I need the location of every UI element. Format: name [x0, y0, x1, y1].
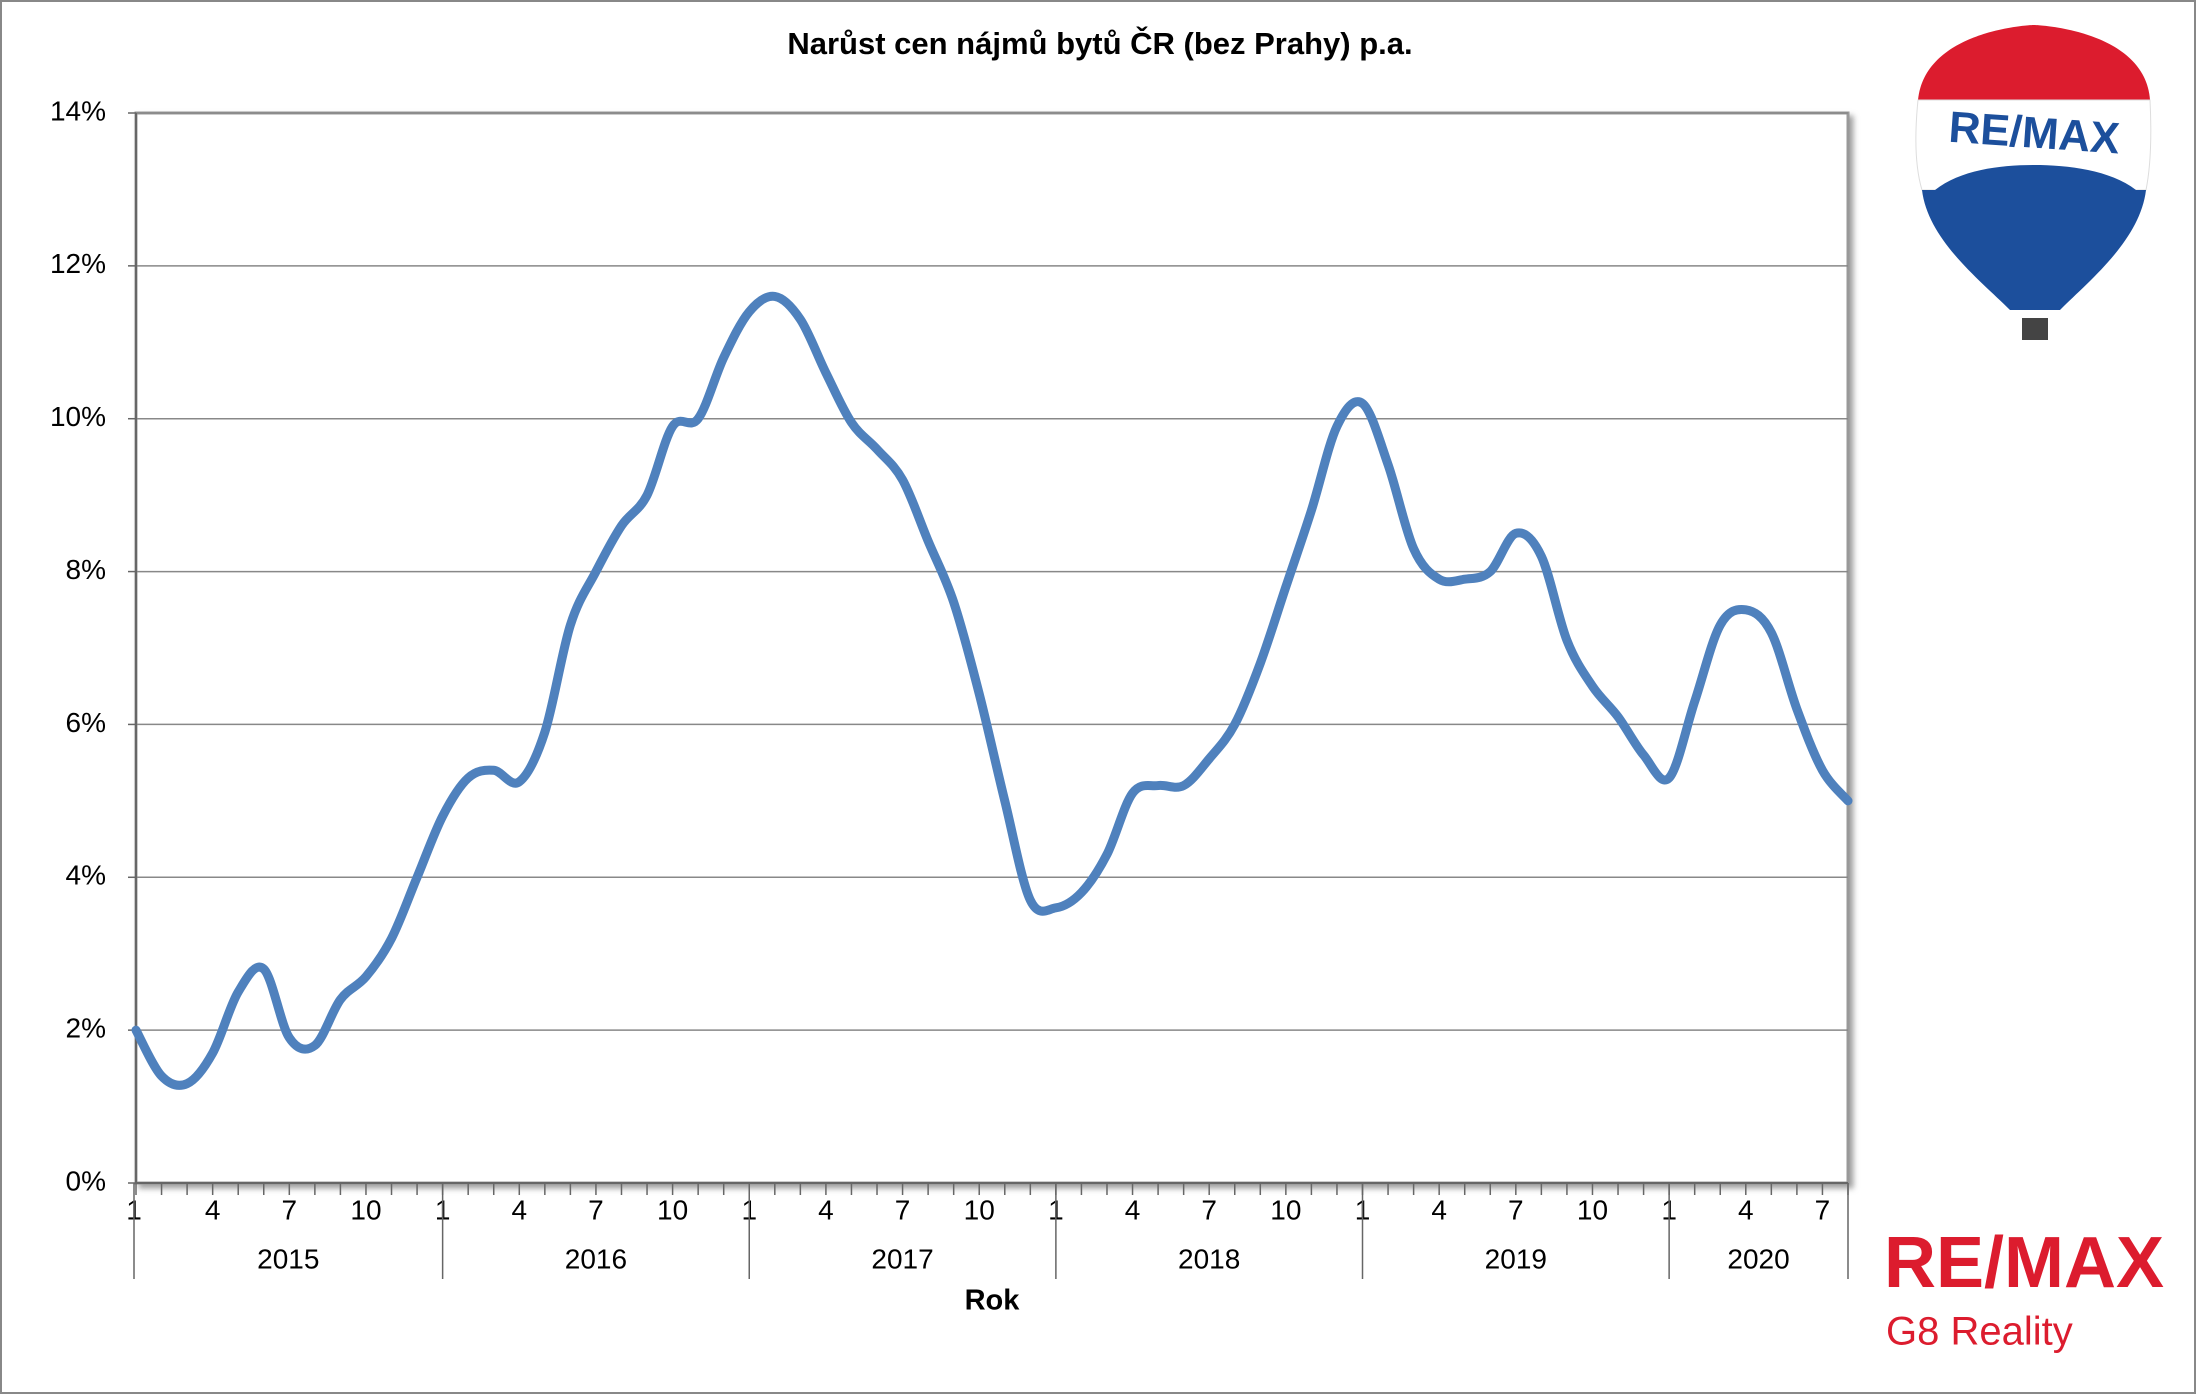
x-tick-label: 4: [205, 1194, 221, 1225]
x-tick-label: 7: [895, 1194, 911, 1225]
x-tick-label: 7: [588, 1194, 604, 1225]
logo-text: RE/MAX: [1884, 1223, 2164, 1303]
x-tick-label: 7: [1508, 1194, 1524, 1225]
y-tick-label: 12%: [50, 248, 106, 279]
data-line: [131, 291, 1853, 1090]
y-tick-label: 0%: [66, 1165, 106, 1196]
x-tick-label: 10: [657, 1194, 688, 1225]
y-tick-label: 10%: [50, 401, 106, 432]
x-tick-label: 4: [511, 1194, 527, 1225]
x-tick-label: 10: [350, 1194, 381, 1225]
x-tick-label: 4: [1738, 1194, 1754, 1225]
x-axis-label: Rok: [965, 1285, 1021, 1317]
y-tick-label: 6%: [66, 707, 106, 738]
y-tick-label: 14%: [50, 95, 106, 126]
y-tick-label: 8%: [66, 554, 106, 585]
x-tick-label: 10: [964, 1194, 995, 1225]
x-tick-label: 4: [1125, 1194, 1141, 1225]
year-label: 2017: [871, 1243, 933, 1274]
year-label: 2020: [1727, 1243, 1789, 1274]
x-tick-label: 4: [818, 1194, 834, 1225]
x-tick-label: 10: [1270, 1194, 1301, 1225]
x-tick-label: 4: [1431, 1194, 1447, 1225]
plot-area: [134, 111, 1850, 1185]
y-tick-label: 2%: [66, 1013, 106, 1044]
x-tick-label: 7: [282, 1194, 298, 1225]
balloon-logo: RE/MAX: [1915, 25, 2152, 340]
year-label: 2015: [257, 1243, 319, 1274]
x-tick-label: 7: [1815, 1194, 1831, 1225]
year-label: 2019: [1485, 1243, 1547, 1274]
x-tick-label: 10: [1577, 1194, 1608, 1225]
x-tick-label: 7: [1201, 1194, 1217, 1225]
chart-title: Narůst cen nájmů bytů ČR (bez Prahy) p.a…: [787, 25, 1412, 61]
year-label: 2018: [1178, 1243, 1240, 1274]
balloon-text: RE/MAX: [1947, 103, 2121, 164]
y-tick-label: 4%: [66, 860, 106, 891]
office-name: G8 Reality: [1886, 1310, 2073, 1354]
year-label: 2016: [565, 1243, 627, 1274]
